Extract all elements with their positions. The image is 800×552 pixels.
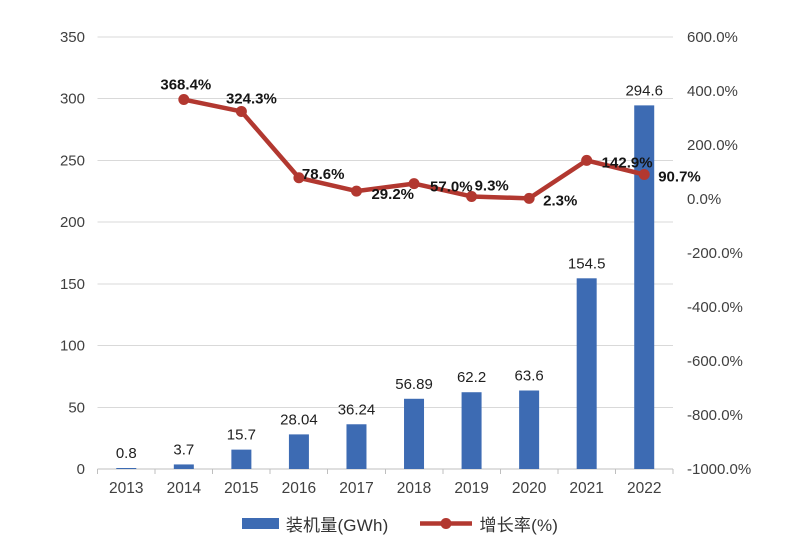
- growth-point-2018: [408, 178, 420, 190]
- left-axis-tick-350: 350: [60, 29, 85, 46]
- right-axis-tick-200.0%: 200.0%: [687, 137, 738, 154]
- x-axis-label-2022: 2022: [627, 480, 661, 497]
- x-axis-label-2016: 2016: [282, 480, 316, 497]
- right-axis-tick-600.0%: 600.0%: [687, 29, 738, 46]
- bar-label-2021: 154.5: [568, 255, 606, 272]
- bar-label-2015: 15.7: [227, 427, 256, 444]
- line-label-2014: 368.4%: [160, 77, 211, 94]
- bar-2017: [346, 424, 367, 469]
- x-axis-label-2014: 2014: [167, 480, 202, 497]
- left-axis-tick-200: 200: [60, 214, 85, 231]
- legend-label-installed-capacity: 装机量(GWh): [285, 516, 389, 535]
- bar-label-2014: 3.7: [173, 441, 194, 458]
- left-axis-tick-150: 150: [60, 276, 85, 293]
- bar-label-2018: 56.89: [395, 376, 433, 393]
- growth-point-2017: [350, 185, 362, 197]
- legend-item-growth-rate: 增长率(%): [419, 511, 559, 536]
- growth-point-2022: [638, 169, 650, 181]
- right-axis-tick--200.0%: -200.0%: [687, 245, 743, 262]
- bar-2020: [519, 390, 540, 469]
- bar-2018: [404, 398, 425, 469]
- bar-2022: [634, 105, 655, 469]
- right-axis-tick--1000.0%: -1000.0%: [687, 461, 751, 478]
- x-axis-label-2021: 2021: [569, 480, 603, 497]
- bar-label-2022: 294.6: [625, 82, 663, 99]
- bar-2015: [231, 449, 252, 469]
- growth-point-2016: [293, 172, 305, 184]
- line-label-2021: 142.9%: [602, 154, 653, 171]
- bar-label-2016: 28.04: [280, 411, 318, 428]
- right-axis-tick-400.0%: 400.0%: [687, 83, 738, 100]
- left-axis-tick-0: 0: [77, 461, 85, 478]
- line-label-2018: 57.0%: [430, 179, 473, 196]
- x-axis-label-2013: 2013: [109, 480, 143, 497]
- left-axis-tick-100: 100: [60, 338, 85, 355]
- growth-point-2015: [235, 105, 247, 117]
- line-label-2022: 90.7%: [658, 169, 701, 186]
- legend-label-growth-rate: 增长率(%): [479, 516, 559, 535]
- left-axis-tick-300: 300: [60, 91, 85, 108]
- line-label-2015: 324.3%: [226, 90, 277, 107]
- right-axis-tick-0.0%: 0.0%: [687, 191, 721, 208]
- line-label-2017: 29.2%: [371, 186, 414, 203]
- bar-2021: [576, 278, 597, 469]
- line-series-swatch: [419, 518, 472, 529]
- bar-label-2019: 62.2: [457, 369, 486, 386]
- line-label-2016: 78.6%: [302, 166, 345, 183]
- line-label-2019: 9.3%: [475, 177, 509, 194]
- growth-point-2019: [466, 190, 478, 202]
- growth-point-2021: [581, 154, 593, 166]
- growth-point-2014: [178, 94, 190, 106]
- legend-line-marker: [440, 518, 451, 529]
- right-axis-tick--400.0%: -400.0%: [687, 299, 743, 316]
- x-axis-label-2017: 2017: [339, 480, 373, 497]
- x-axis-label-2018: 2018: [397, 480, 431, 497]
- bar-2016: [288, 434, 309, 469]
- bar-label-2020: 63.6: [515, 367, 544, 384]
- right-axis-tick--800.0%: -800.0%: [687, 407, 743, 424]
- legend-item-installed-capacity: 装机量(GWh): [241, 511, 389, 536]
- bar-2014: [173, 464, 194, 469]
- bar-2013: [116, 468, 137, 469]
- x-axis-label-2015: 2015: [224, 480, 258, 497]
- growth-point-2020: [523, 192, 535, 204]
- chart-legend: 装机量(GWh) 增长率(%): [0, 511, 800, 536]
- left-axis-tick-250: 250: [60, 152, 85, 169]
- bar-label-2013: 0.8: [116, 445, 137, 462]
- bar-series-swatch: [241, 518, 279, 529]
- right-axis-tick--600.0%: -600.0%: [687, 353, 743, 370]
- bar-2019: [461, 392, 482, 469]
- bar-label-2017: 36.24: [338, 401, 376, 418]
- left-axis-tick-50: 50: [68, 399, 85, 416]
- x-axis-label-2019: 2019: [454, 480, 488, 497]
- line-label-2020: 2.3%: [543, 192, 577, 209]
- x-axis-label-2020: 2020: [512, 480, 547, 497]
